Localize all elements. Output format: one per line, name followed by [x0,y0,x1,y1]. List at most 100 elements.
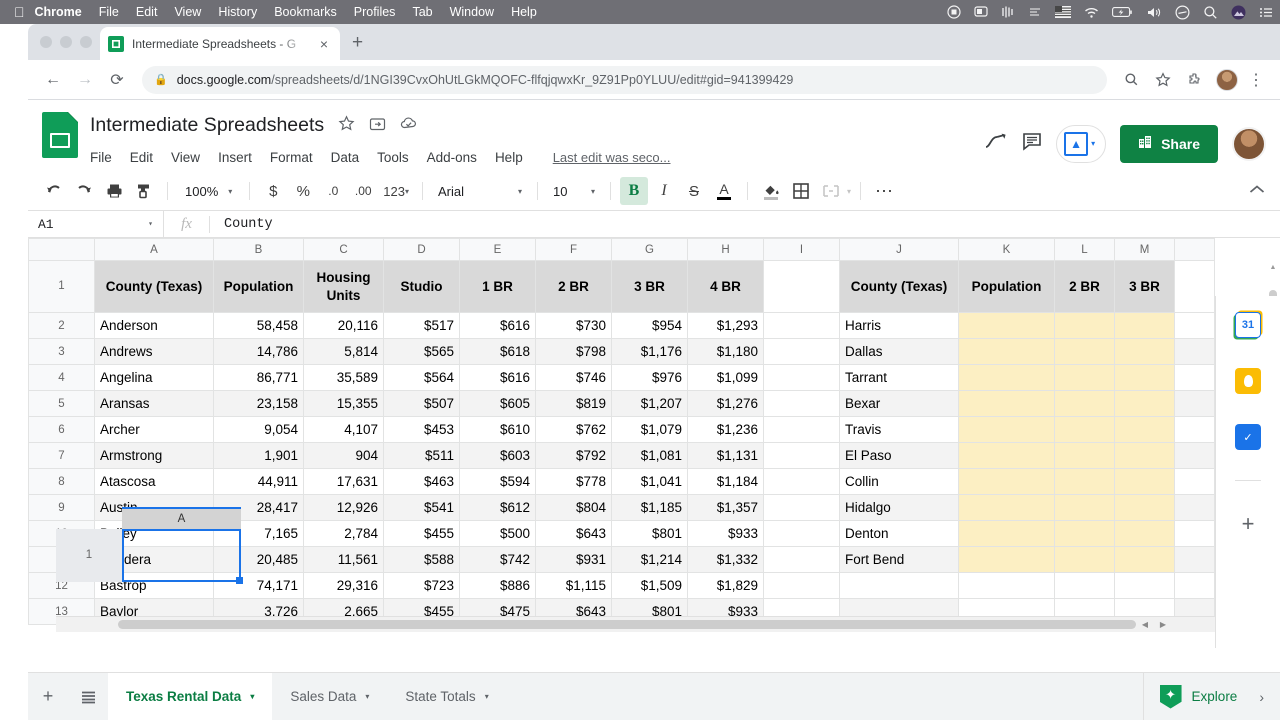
sheets-menu-addons[interactable]: Add-ons [426,149,477,165]
grid-cell[interactable]: $1,332 [687,546,764,573]
grid-cell[interactable]: $565 [383,338,460,365]
grid-cell[interactable]: 11,561 [303,546,384,573]
grid-cell[interactable]: 35,589 [303,364,384,391]
grid-cell[interactable] [958,572,1055,599]
column-header-f[interactable]: F [535,238,612,261]
grid-cell[interactable]: Bandera [94,546,214,573]
sheets-menu-insert[interactable]: Insert [218,149,252,165]
chevron-down-icon[interactable]: ▾ [846,186,851,196]
header-cell[interactable]: 2 BR [1054,260,1115,313]
name-box[interactable]: A1 ▾ [28,211,164,237]
wifi-icon[interactable] [1084,6,1099,19]
column-header-c[interactable]: C [303,238,384,261]
sheets-menu-format[interactable]: Format [269,149,313,165]
grid-cell-empty[interactable] [1174,494,1215,521]
grid-cell[interactable]: 86,771 [213,364,304,391]
header-cell[interactable]: Studio [383,260,460,313]
sheets-menu-tools[interactable]: Tools [377,149,409,165]
grid-cell[interactable]: $730 [535,312,612,339]
grid-cell-empty[interactable] [1174,572,1215,599]
grid-cell-empty[interactable] [1174,364,1215,391]
browser-tab[interactable]: Intermediate Spreadsheets - G × [100,27,340,60]
header-cell[interactable]: 3 BR [611,260,688,313]
grid-cell[interactable] [763,338,840,365]
grid-cell[interactable]: 23,158 [213,390,304,417]
back-button[interactable]: ← [45,70,61,88]
grid-cell[interactable]: $463 [383,468,460,495]
column-header-a[interactable]: A [94,238,214,261]
sheets-menu-data[interactable]: Data [330,149,360,165]
increase-decimal-button[interactable]: .00 [354,184,372,198]
grid-cell[interactable] [763,468,840,495]
scroll-left-arrow[interactable]: ◀ [1141,620,1149,629]
share-button[interactable]: Share [1120,124,1218,163]
grid-cell[interactable] [763,442,840,469]
grid-cell[interactable] [1114,494,1175,521]
grid-cell[interactable]: $500 [459,520,536,547]
grid-cell[interactable] [1114,520,1175,547]
grid-cell[interactable] [1114,390,1175,417]
grid-cell[interactable]: $605 [459,390,536,417]
present-upload-button[interactable]: ▲ ▾ [1056,124,1107,163]
grid-cell[interactable] [1054,442,1115,469]
grid-cell[interactable]: $453 [383,416,460,443]
cloud-saved-icon[interactable] [400,116,418,134]
header-cell[interactable]: Population [213,260,304,313]
forward-button[interactable]: → [77,70,93,88]
menu-item-profiles[interactable]: Profiles [343,5,396,19]
paint-format-icon[interactable] [130,177,158,205]
chrome-menu-icon[interactable]: ⋮ [1248,71,1264,89]
grid-cell-empty[interactable] [1174,416,1215,443]
grid-cell[interactable]: $976 [611,364,688,391]
grid-cell[interactable]: 17,631 [303,468,384,495]
grid-cell[interactable]: $1,180 [687,338,764,365]
grid-cell[interactable]: $798 [535,338,612,365]
sheet-tab-texas-rental-data[interactable]: Texas Rental Data ▾ [108,673,273,720]
grid-cell[interactable]: $1,041 [611,468,688,495]
all-sheets-icon[interactable] [68,673,108,720]
grid-cell[interactable]: Collin [839,468,959,495]
grid-cell[interactable]: $610 [459,416,536,443]
address-bar[interactable]: 🔒 docs.google.com/spreadsheets/d/1NGI39C… [142,65,1107,94]
bold-button[interactable]: B [619,177,648,205]
menu-item-file[interactable]: File [88,5,119,19]
menu-item-view[interactable]: View [163,5,201,19]
screen-record-icon[interactable] [947,5,961,19]
grid-cell[interactable] [958,468,1055,495]
header-cell[interactable]: County (Texas) [94,260,214,313]
move-to-folder-icon[interactable] [369,116,386,135]
menu-item-window[interactable]: Window [439,5,494,19]
column-header-j[interactable]: J [839,238,959,261]
grid-cell[interactable]: $1,207 [611,390,688,417]
grid-cell[interactable]: $1,236 [687,416,764,443]
grid-cell[interactable]: Denton [839,520,959,547]
star-icon[interactable] [338,115,355,135]
grid-cell[interactable]: $778 [535,468,612,495]
grid-cell[interactable] [958,338,1055,365]
header-cell[interactable]: 4 BR [687,260,764,313]
grid-cell[interactable]: $612 [459,494,536,521]
do-not-disturb-icon[interactable] [1175,4,1190,20]
add-sheet-button[interactable]: + [42,686,54,706]
explore-button[interactable]: Explore [1159,684,1237,709]
grid-cell[interactable]: $1,131 [687,442,764,469]
google-tasks-icon[interactable]: ✓ [1235,424,1261,450]
grid-cell[interactable]: $1,079 [611,416,688,443]
grid-cell[interactable]: $564 [383,364,460,391]
zoom-selector[interactable]: 100% ▾ [177,184,240,199]
spotlight-search-icon[interactable] [1203,5,1218,20]
grid-cell[interactable] [958,442,1055,469]
menu-item-help[interactable]: Help [500,5,537,19]
grid-cell[interactable]: El Paso [839,442,959,469]
grid-cell[interactable] [763,312,840,339]
undo-icon[interactable] [40,177,68,205]
grid-cell[interactable]: $588 [383,546,460,573]
sheet-tab-state-totals[interactable]: State Totals ▾ [387,673,506,720]
profile-avatar[interactable] [1216,68,1238,91]
grid-cell[interactable]: $801 [611,520,688,547]
row-header[interactable]: 10 [28,520,95,547]
grid-cell[interactable]: Tarrant [839,364,959,391]
function-icon[interactable]: fx [164,215,210,233]
grid-cell[interactable] [763,520,840,547]
grid-cell[interactable]: $643 [535,520,612,547]
